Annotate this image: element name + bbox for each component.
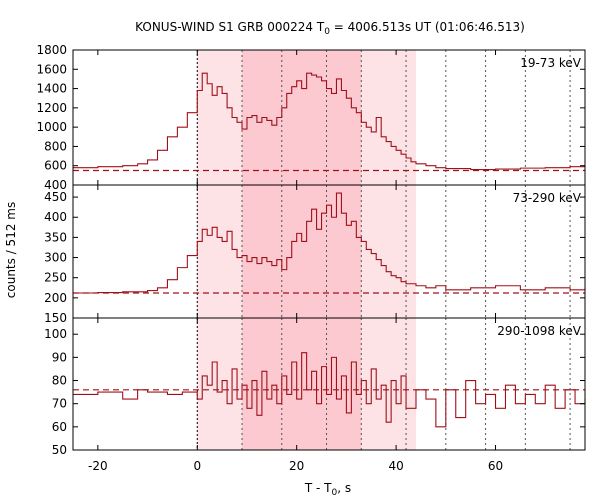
y-tick-label-1-0: 150 <box>44 311 67 325</box>
y-tick-label-1-5: 400 <box>44 210 67 224</box>
y-tick-label-0-3: 1000 <box>36 120 67 134</box>
y-tick-label-0-0: 400 <box>44 178 67 192</box>
y-tick-label-0-1: 600 <box>44 159 67 173</box>
y-tick-label-1-6: 450 <box>44 190 67 204</box>
x-axis-label: T - T0, s <box>304 481 351 498</box>
y-tick-label-0-6: 1600 <box>36 62 67 76</box>
shaded-region-0-1 <box>242 50 362 185</box>
series-step-line-1 <box>73 192 586 294</box>
y-tick-label-0-5: 1400 <box>36 82 67 96</box>
y-tick-label-2-5: 100 <box>44 327 67 341</box>
y-tick-label-0-2: 800 <box>44 139 67 153</box>
y-tick-label-2-2: 70 <box>52 397 67 411</box>
y-tick-label-2-0: 50 <box>52 443 67 457</box>
y-tick-label-1-2: 250 <box>44 271 67 285</box>
series-step-line-2 <box>73 352 586 428</box>
panel-frame-2 <box>72 317 586 451</box>
y-tick-label-2-1: 60 <box>52 420 67 434</box>
data-layer <box>73 72 586 428</box>
x-tick-label-4: 60 <box>488 459 503 473</box>
y-tick-label-1-4: 350 <box>44 230 67 244</box>
x-tick-label-0: -20 <box>88 459 108 473</box>
y-tick-label-2-4: 90 <box>52 350 67 364</box>
x-tick-label-2: 20 <box>289 459 304 473</box>
x-tick-label-1: 0 <box>193 459 201 473</box>
y-tick-label-0-7: 1800 <box>36 43 67 57</box>
y-tick-label-2-3: 80 <box>52 374 67 388</box>
y-axis-label: counts / 512 ms <box>4 202 18 298</box>
series-step-line-0 <box>73 72 586 171</box>
y-tick-label-0-4: 1200 <box>36 101 67 115</box>
band-label-0: 19-73 keV <box>520 56 582 70</box>
shaded-region-1-1 <box>242 185 362 318</box>
x-tick-label-3: 40 <box>388 459 403 473</box>
y-tick-label-1-1: 200 <box>44 291 67 305</box>
frame-layer <box>72 49 586 451</box>
band-label-2: 290-1098 keV <box>497 324 581 338</box>
chart-title: KONUS-WIND S1 GRB 000224 T0 = 4006.513s … <box>135 20 525 37</box>
y-tick-label-1-3: 300 <box>44 251 67 265</box>
band-label-1: 73-290 keV <box>513 191 582 205</box>
